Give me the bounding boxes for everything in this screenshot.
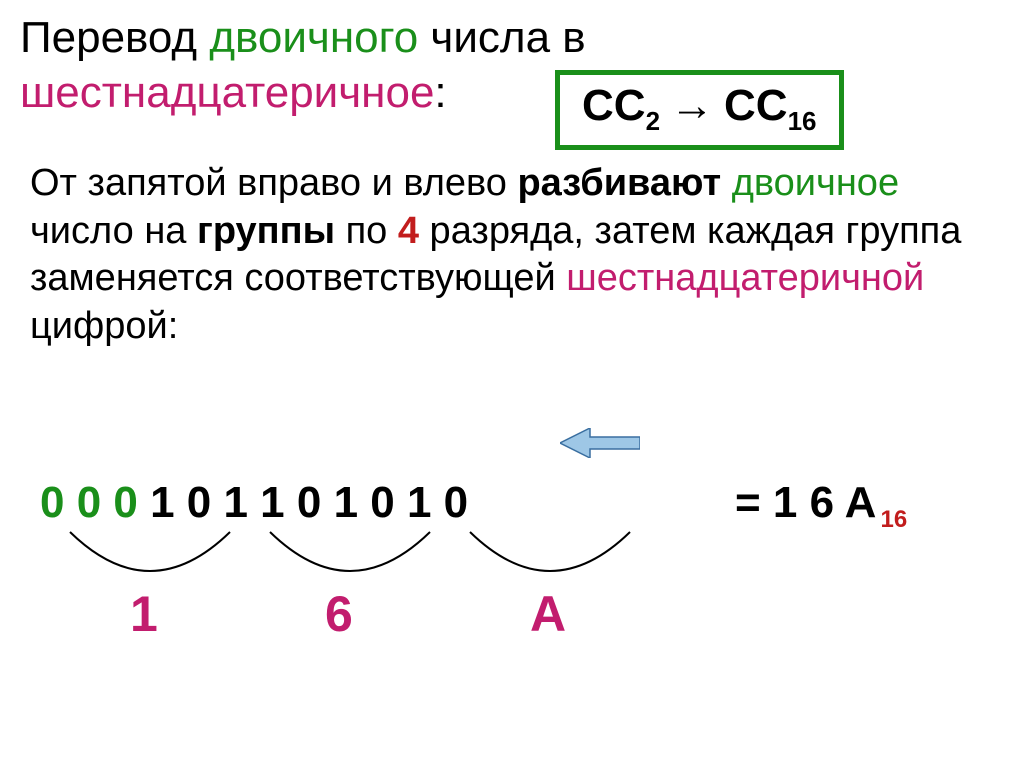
title-binary-word: двоичного	[209, 13, 418, 62]
group-label-0: 1	[130, 585, 158, 643]
group-label-1: 6	[325, 585, 353, 643]
cc-right: СС16	[724, 81, 816, 137]
desc-t2	[721, 162, 732, 204]
formula-box: СС2 → СС16	[555, 70, 844, 150]
title-text-2: числа в	[418, 13, 585, 62]
desc-groups: группы	[197, 210, 335, 252]
result-digits: 1 6 A	[773, 478, 877, 527]
result-base: 16	[880, 506, 907, 533]
desc-t4: по	[335, 210, 398, 252]
title-colon: :	[434, 68, 446, 117]
slide-root: Перевод двоичного числа в шестнадцатерич…	[0, 0, 1024, 768]
desc-split: разбивают	[517, 162, 721, 204]
padding-zeros: 0 0 0	[40, 478, 150, 527]
cc-left: СС2	[582, 81, 660, 137]
title-block: Перевод двоичного числа в шестнадцатерич…	[20, 10, 586, 120]
cc-right-sym: СС	[724, 81, 788, 130]
arc-0	[70, 532, 230, 571]
result-value: = 1 6 A16	[735, 478, 907, 534]
cc-arrow: →	[670, 81, 714, 131]
title-text-1: Перевод	[20, 13, 209, 62]
left-arrow-icon	[560, 428, 640, 458]
desc-four: 4	[398, 210, 419, 252]
arc-2	[470, 532, 630, 571]
cc-right-sub: 16	[788, 106, 817, 136]
desc-hex: шестнадцатеричной	[566, 257, 924, 299]
desc-t3: число на	[30, 210, 197, 252]
desc-t1: От запятой вправо и влево	[30, 162, 517, 204]
grouping-arcs	[40, 530, 690, 590]
title-hex-word: шестнадцатеричное	[20, 68, 434, 117]
binary-digits-row: 0 0 0 1 0 1 1 0 1 0 1 0	[40, 478, 468, 528]
cc-left-sym: СС	[582, 81, 646, 130]
cc-left-sub: 2	[646, 106, 660, 136]
desc-t6: цифрой:	[30, 305, 178, 347]
desc-binary: двоичное	[732, 162, 899, 204]
description-block: От запятой вправо и влево разбивают двои…	[30, 160, 990, 350]
group-label-2: A	[530, 585, 566, 643]
arc-1	[270, 532, 430, 571]
data-bits: 1 0 1 1 0 1 0 1 0	[150, 478, 468, 527]
equals-sign: =	[735, 478, 773, 527]
